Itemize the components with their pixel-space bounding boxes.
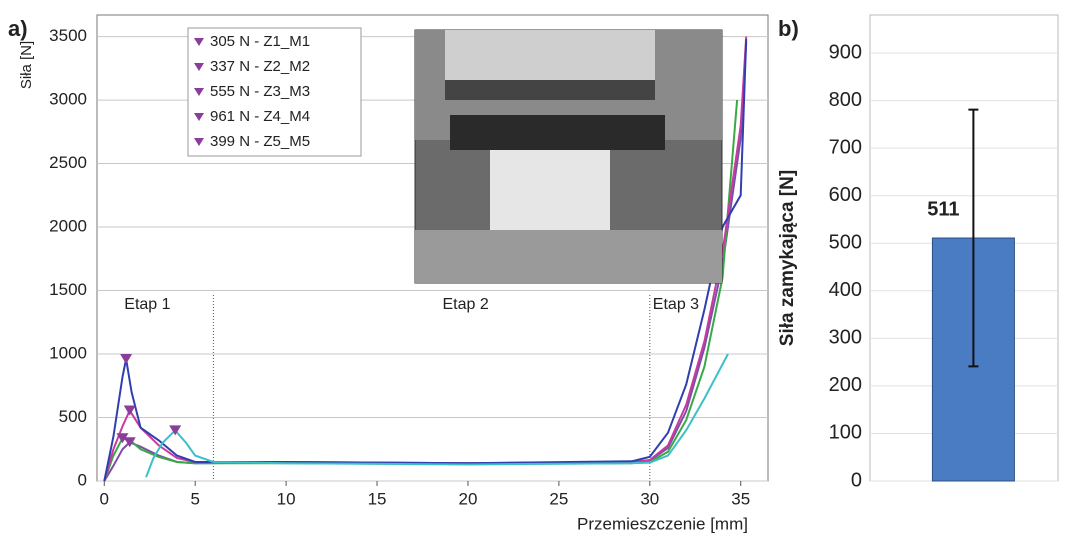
- y-tick-label: 2500: [49, 153, 87, 172]
- x-tick-label: 25: [549, 489, 568, 508]
- y-tick-label: 100: [829, 422, 862, 444]
- x-tick-label: 15: [368, 489, 387, 508]
- peak-marker: [123, 437, 136, 448]
- legend-marker: [194, 88, 204, 96]
- y-axis-label: Siła [N]: [18, 41, 35, 89]
- legend-label: 399 N - Z5_M5: [210, 133, 310, 150]
- legend-marker: [194, 113, 204, 121]
- y-tick-label: 500: [829, 232, 862, 254]
- y-tick-label: 1500: [49, 280, 87, 299]
- legend-label: 961 N - Z4_M4: [210, 108, 310, 125]
- x-tick-label: 20: [458, 489, 477, 508]
- y-tick-label: 3000: [49, 90, 87, 109]
- peak-marker: [120, 353, 133, 364]
- x-axis-label: Przemieszczenie [mm]: [577, 514, 748, 533]
- x-tick-label: 35: [731, 489, 750, 508]
- x-tick-label: 10: [277, 489, 296, 508]
- y-tick-label: 900: [829, 41, 862, 63]
- x-tick-label: 0: [100, 489, 109, 508]
- series-line: [145, 353, 729, 478]
- stage-label: Etap 1: [124, 296, 170, 313]
- y-tick-label: 400: [829, 279, 862, 301]
- y-tick-label: 3500: [49, 26, 87, 45]
- y-tick-label: 700: [829, 136, 862, 158]
- y-tick-label: 0: [851, 469, 862, 491]
- stage-label: Etap 3: [653, 296, 699, 313]
- stage-label: Etap 2: [443, 296, 489, 313]
- legend-label: 337 N - Z2_M2: [210, 58, 310, 75]
- error-bar: [968, 108, 979, 368]
- peak-marker: [116, 433, 129, 444]
- y-axis-label: Siła zamykająca [N]: [777, 170, 798, 346]
- legend-marker: [194, 38, 204, 46]
- legend-box: [187, 27, 362, 157]
- inset-photo: [414, 29, 723, 284]
- x-tick-label: 5: [190, 489, 199, 508]
- panel-label: a): [8, 16, 28, 41]
- y-tick-label: 800: [829, 89, 862, 111]
- panel-label: b): [778, 16, 799, 41]
- x-tick-label: 30: [640, 489, 659, 508]
- value-label: 511: [927, 198, 959, 220]
- legend-label: 555 N - Z3_M3: [210, 83, 310, 100]
- peak-marker: [123, 405, 136, 416]
- y-tick-label: 600: [829, 184, 862, 206]
- peak-marker: [169, 425, 182, 436]
- y-tick-label: 1000: [49, 344, 87, 363]
- y-tick-label: 200: [829, 374, 862, 396]
- y-tick-label: 300: [829, 327, 862, 349]
- y-tick-label: 0: [78, 470, 87, 489]
- legend-marker: [194, 63, 204, 71]
- legend-label: 305 N - Z1_M1: [210, 33, 310, 50]
- y-tick-label: 2000: [49, 217, 87, 236]
- legend-marker: [194, 138, 204, 146]
- y-tick-label: 500: [59, 407, 87, 426]
